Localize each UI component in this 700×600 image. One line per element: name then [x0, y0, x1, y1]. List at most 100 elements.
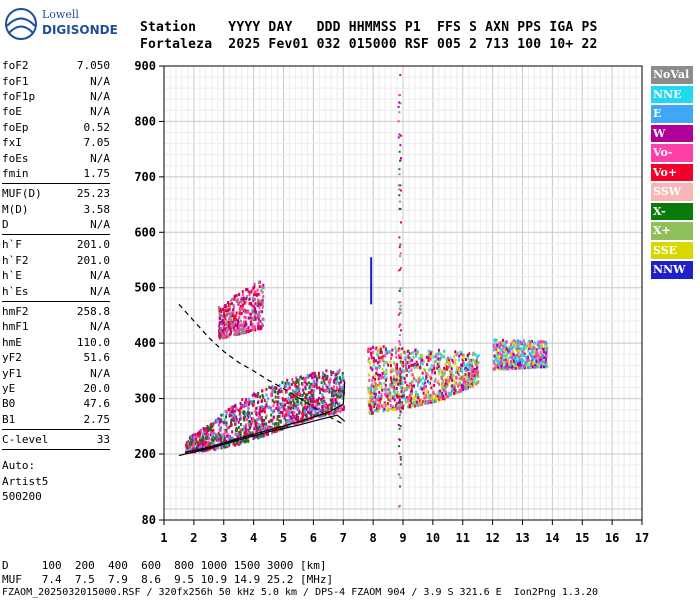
- echo-point: [225, 428, 228, 432]
- echo-point: [328, 390, 331, 394]
- echo-point: [266, 427, 269, 431]
- echo-point: [262, 405, 265, 409]
- echo-point: [243, 401, 246, 405]
- echo-point: [219, 320, 222, 324]
- echo-point: [409, 390, 412, 394]
- echo-point: [295, 376, 298, 380]
- echo-point: [229, 314, 232, 318]
- echo-point: [536, 352, 539, 356]
- echo-point: [259, 425, 262, 429]
- spike-point: [399, 304, 402, 307]
- echo-point: [293, 410, 296, 414]
- echo-point: [417, 403, 420, 407]
- autoscaling-line2: Artist5: [2, 474, 49, 488]
- echo-point: [247, 437, 250, 441]
- echo-point: [324, 402, 327, 406]
- echo-point: [332, 394, 335, 398]
- logo-lowell: Lowell: [42, 8, 79, 21]
- echo-point: [263, 398, 266, 402]
- echo-point: [500, 343, 503, 347]
- echo-point: [313, 400, 316, 404]
- echo-point: [530, 344, 533, 348]
- echo-point: [389, 376, 392, 380]
- echo-point: [425, 390, 428, 394]
- echo-point: [503, 367, 506, 371]
- echo-point: [460, 368, 463, 372]
- echo-point: [243, 324, 246, 328]
- param-name: foEp: [2, 120, 29, 134]
- echo-point: [374, 377, 377, 381]
- echo-point: [266, 432, 269, 436]
- echo-point: [242, 320, 245, 324]
- echo-point: [473, 374, 476, 378]
- echo-point: [250, 424, 253, 428]
- echo-point: [293, 401, 296, 405]
- echo-point: [410, 351, 413, 355]
- echo-point: [397, 395, 400, 399]
- echo-point: [426, 375, 429, 379]
- echo-point: [243, 330, 246, 334]
- param-row: yE 20.0: [2, 381, 110, 396]
- echo-point: [254, 393, 257, 397]
- echo-point: [243, 439, 246, 443]
- echo-point: [399, 361, 402, 365]
- echo-point: [516, 359, 519, 363]
- echo-point: [219, 429, 222, 433]
- echo-point: [462, 356, 465, 360]
- echo-point: [315, 376, 318, 380]
- echo-point: [234, 422, 237, 426]
- spike-point: [399, 311, 402, 314]
- echo-point: [474, 367, 477, 371]
- spike-point: [399, 159, 402, 162]
- echo-point: [372, 376, 375, 380]
- echo-point: [251, 296, 254, 300]
- echo-point: [395, 394, 398, 398]
- echo-point: [227, 320, 230, 324]
- echo-point: [232, 314, 235, 318]
- echo-point: [406, 399, 409, 403]
- echo-point: [418, 378, 421, 382]
- echo-point: [248, 419, 251, 423]
- footer-fileinfo: FZAOM_2025032015000.RSF / 320fx256h 50 k…: [2, 587, 599, 598]
- echo-point: [393, 398, 396, 402]
- echo-point: [372, 345, 375, 349]
- echo-point: [470, 374, 473, 378]
- echo-point: [245, 297, 248, 301]
- echo-point: [239, 440, 242, 444]
- echo-point: [268, 385, 271, 389]
- echo-point: [446, 379, 449, 383]
- spike-point: [399, 268, 402, 271]
- param-separator: [2, 183, 110, 185]
- echo-point: [218, 311, 221, 315]
- echo-point: [369, 393, 372, 397]
- echo-point: [417, 395, 420, 399]
- echo-point: [215, 433, 218, 437]
- echo-point: [396, 372, 399, 376]
- echo-point: [511, 356, 514, 360]
- param-name: B1: [2, 412, 16, 426]
- echo-point: [254, 302, 257, 306]
- echo-point: [316, 401, 319, 405]
- echo-point: [202, 445, 205, 449]
- echo-point: [299, 419, 302, 423]
- echo-point: [279, 411, 282, 415]
- echo-point: [505, 360, 508, 364]
- echo-point: [315, 378, 318, 382]
- echo-point: [302, 388, 305, 392]
- echo-point: [368, 373, 371, 377]
- echo-point: [322, 409, 325, 413]
- echo-point: [237, 436, 240, 440]
- echo-point: [297, 403, 300, 407]
- echo-point: [253, 305, 256, 309]
- echo-point: [531, 356, 534, 360]
- echo-point: [401, 347, 404, 351]
- y-tick-label: 80: [142, 513, 156, 527]
- echo-point: [223, 314, 226, 318]
- echo-point: [404, 361, 407, 365]
- echo-point: [492, 344, 495, 348]
- echo-point: [222, 413, 225, 417]
- echo-point: [460, 383, 463, 387]
- echo-point: [410, 363, 413, 367]
- echo-point: [426, 363, 429, 367]
- echo-point: [308, 373, 311, 377]
